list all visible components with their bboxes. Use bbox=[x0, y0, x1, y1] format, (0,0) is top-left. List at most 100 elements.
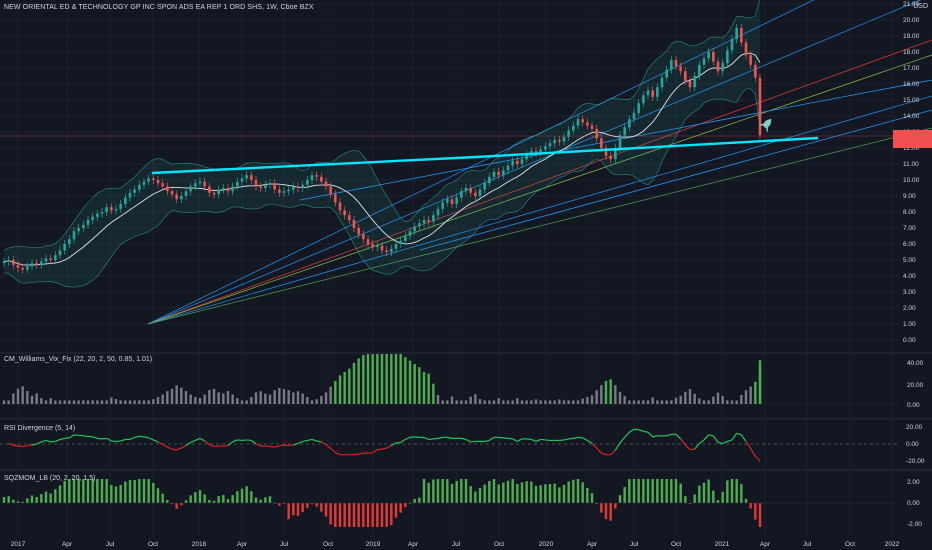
candle-body bbox=[740, 28, 743, 43]
candle-body bbox=[231, 186, 234, 192]
candle-body bbox=[656, 87, 659, 97]
candle-body bbox=[623, 127, 626, 136]
wvf-bar bbox=[119, 400, 122, 404]
sqz-bar bbox=[352, 503, 356, 527]
rsi-segment bbox=[531, 438, 537, 442]
candle-body bbox=[58, 250, 62, 256]
price-tick-label: 15.00 bbox=[903, 97, 920, 104]
wvf-bar bbox=[488, 400, 491, 404]
wvf-bar bbox=[553, 400, 556, 404]
rsi-tick-label: 0.00 bbox=[906, 441, 919, 448]
sqz-bar bbox=[637, 479, 640, 503]
wvf-bar bbox=[758, 366, 762, 404]
wvf-bar bbox=[77, 400, 80, 404]
candle-body bbox=[618, 135, 622, 148]
rsi-segment bbox=[638, 429, 644, 432]
candle-body bbox=[418, 223, 421, 227]
sqz-bar bbox=[632, 479, 636, 503]
rsi-segment bbox=[111, 440, 117, 443]
candle-body bbox=[380, 245, 384, 251]
candle-body bbox=[595, 128, 598, 139]
sqz-bar bbox=[198, 490, 202, 503]
wvf-bar bbox=[194, 396, 197, 404]
candle-body bbox=[474, 192, 477, 196]
sqz-bar bbox=[670, 479, 673, 503]
candle-body bbox=[492, 172, 496, 177]
candle-body bbox=[581, 119, 584, 123]
sqz-bar bbox=[754, 503, 757, 520]
rsi-segment bbox=[428, 438, 434, 441]
wvf-tick-label: 40.00 bbox=[907, 360, 924, 367]
sqz-bar bbox=[254, 497, 258, 503]
candle-body bbox=[534, 151, 538, 153]
sqz-bar bbox=[12, 499, 15, 503]
wvf-bar bbox=[320, 395, 323, 404]
candle-body bbox=[497, 172, 500, 176]
sqz-bar bbox=[334, 503, 337, 527]
rsi-segment bbox=[73, 434, 79, 436]
rsi-segment bbox=[372, 449, 378, 454]
candle-body bbox=[716, 61, 720, 72]
wvf-bar bbox=[231, 394, 234, 404]
price-tick-label: 6.00 bbox=[903, 241, 916, 248]
wvf-bar bbox=[371, 354, 374, 404]
wvf-bar bbox=[413, 364, 416, 404]
candle-body bbox=[310, 175, 314, 180]
rsi-segment bbox=[596, 447, 602, 454]
candle-body bbox=[698, 64, 701, 76]
wvf-bar bbox=[600, 385, 603, 404]
rsi-segment bbox=[69, 434, 75, 439]
rsi-segment bbox=[507, 437, 513, 440]
sqz-bar bbox=[296, 503, 300, 516]
time-tick-label: Jul bbox=[452, 541, 461, 548]
rsi-divergence-pane bbox=[0, 428, 898, 462]
candle-body bbox=[7, 260, 10, 262]
rsi-segment bbox=[162, 443, 168, 448]
sqz-bar bbox=[268, 496, 272, 503]
wvf-bar bbox=[198, 398, 202, 404]
squeeze-momentum-pane bbox=[0, 479, 898, 527]
rsi-segment bbox=[750, 448, 756, 457]
wvf-bar bbox=[138, 400, 141, 404]
sqz-bar bbox=[72, 479, 76, 503]
wvf-bar bbox=[352, 362, 356, 404]
candle-body bbox=[63, 244, 66, 251]
sqz-bar bbox=[520, 482, 524, 503]
candle-body bbox=[520, 159, 524, 164]
candle-body bbox=[553, 140, 556, 144]
sqz-bar bbox=[548, 484, 552, 503]
wvf-bar bbox=[628, 400, 631, 404]
sqz-bar bbox=[702, 482, 706, 503]
sqz-bar bbox=[231, 495, 234, 503]
wvf-bar bbox=[399, 354, 402, 404]
price-tick-label: 8.00 bbox=[903, 209, 916, 216]
sqz-bar bbox=[362, 503, 365, 527]
candle-body bbox=[399, 240, 402, 244]
rsi-segment bbox=[563, 438, 569, 441]
wvf-bar bbox=[576, 400, 580, 404]
sqz-bar bbox=[418, 497, 421, 503]
sqz-bar bbox=[688, 503, 692, 504]
wvf-bar bbox=[7, 400, 10, 404]
sqz-bar bbox=[735, 479, 738, 503]
candle-body bbox=[236, 181, 239, 187]
rsi-segment bbox=[293, 442, 299, 446]
sqz-bar bbox=[63, 480, 66, 503]
wvf-bar bbox=[49, 398, 52, 404]
rsi-segment bbox=[55, 438, 61, 442]
rsi-segment bbox=[255, 443, 261, 447]
sqz-bar bbox=[404, 503, 407, 508]
bollinger-band-fill bbox=[4, 0, 760, 288]
sqz-bar bbox=[96, 479, 99, 503]
candle-body bbox=[684, 71, 687, 81]
wvf-bar bbox=[68, 400, 71, 404]
rsi-segment bbox=[722, 440, 728, 445]
price-tick-label: 17.00 bbox=[903, 65, 920, 72]
wvf-bar bbox=[114, 398, 118, 404]
sqz-bar bbox=[189, 495, 192, 503]
grid bbox=[0, 0, 932, 536]
rsi-segment bbox=[512, 438, 518, 442]
time-tick-label: 2017 bbox=[11, 541, 26, 548]
wvf-bar bbox=[324, 392, 328, 404]
